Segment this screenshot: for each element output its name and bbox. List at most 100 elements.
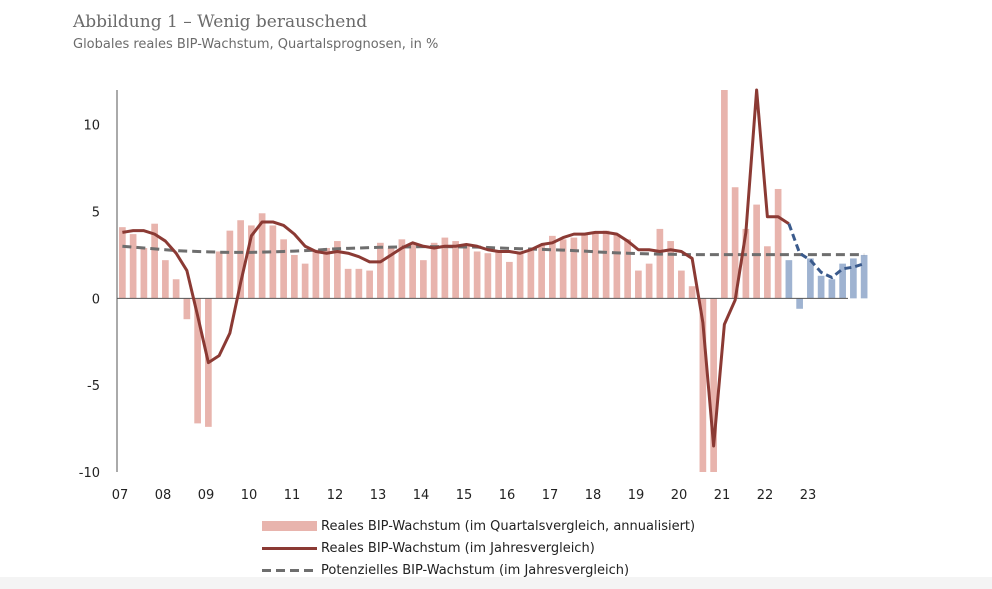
bar-quarterly-65 — [817, 275, 825, 299]
legend-item-yoy: Reales BIP-Wachstum (im Jahresvergleich) — [262, 537, 695, 559]
bar-quarterly-51 — [667, 241, 674, 299]
bar-quarterly-22 — [355, 268, 363, 299]
series-potential-growth-line — [122, 244, 865, 257]
bottom-band — [0, 577, 992, 589]
bar-quarterly-62 — [785, 260, 793, 299]
bar-quarterly-43 — [581, 234, 588, 299]
x-tick-label-18: 18 — [585, 488, 602, 503]
bar-quarterly-36 — [506, 261, 513, 299]
y-tick-label-4: -10 — [79, 466, 100, 481]
bar-quarterly-60 — [764, 246, 771, 299]
x-tick-label-21: 21 — [714, 488, 731, 503]
bar-quarterly-10 — [226, 230, 234, 299]
bar-quarterly-24 — [377, 242, 384, 299]
bar-quarterly-25 — [387, 248, 395, 299]
bar-quarterly-19 — [323, 248, 330, 299]
bar-quarterly-68 — [850, 258, 857, 299]
bar-quarterly-37 — [516, 251, 524, 299]
bar-quarterly-14 — [269, 225, 277, 299]
bar-quarterly-1 — [129, 234, 137, 299]
bar-quarterly-28 — [420, 260, 427, 299]
x-tick-label-09: 09 — [198, 488, 215, 503]
bar-quarterly-53 — [688, 286, 696, 299]
y-tick-label-1: 5 — [92, 206, 100, 221]
bar-quarterly-31 — [452, 241, 459, 299]
bar-quarterly-34 — [484, 253, 492, 299]
bar-quarterly-52 — [678, 270, 685, 299]
x-tick-label-13: 13 — [370, 488, 387, 503]
x-tick-label-22: 22 — [757, 488, 774, 503]
bar-quarterly-33 — [473, 251, 481, 299]
legend-label-yoy: Reales BIP-Wachstum (im Jahresvergleich) — [321, 540, 595, 556]
bar-quarterly-23 — [366, 270, 373, 299]
bar-quarterly-18 — [312, 249, 320, 299]
bar-quarterly-42 — [570, 237, 578, 299]
bar-quarterly-48 — [635, 270, 642, 299]
x-tick-label-10: 10 — [241, 488, 258, 503]
bar-quarterly-2 — [140, 248, 148, 299]
legend-item-potential: Potenzielles BIP-Wachstum (im Jahresverg… — [262, 559, 695, 581]
bar-quarterly-64 — [807, 258, 814, 299]
bar-quarterly-13 — [258, 213, 266, 299]
bar-quarterly-27 — [409, 242, 416, 299]
legend-bar-swatch — [262, 519, 318, 533]
x-tick-label-16: 16 — [499, 488, 516, 503]
bar-quarterly-39 — [538, 244, 545, 299]
x-tick-label-07: 07 — [112, 488, 129, 503]
bar-quarterly-7 — [194, 298, 201, 424]
bar-quarterly-59 — [753, 204, 760, 299]
bar-quarterly-15 — [280, 239, 287, 299]
x-tick-label-23: 23 — [800, 488, 817, 503]
bar-quarterly-35 — [495, 251, 502, 299]
legend-label-quarterly: Reales BIP-Wachstum (im Quartalsvergleic… — [321, 518, 696, 534]
bar-quarterly-50 — [656, 228, 664, 299]
legend-label-potential: Potenzielles BIP-Wachstum (im Jahresverg… — [321, 562, 630, 578]
x-tick-label-12: 12 — [327, 488, 344, 503]
bar-quarterly-63 — [796, 298, 803, 309]
x-tick-label-19: 19 — [628, 488, 645, 503]
bar-quarterly-49 — [645, 263, 653, 299]
bar-quarterly-0 — [119, 227, 126, 299]
bar-quarterly-41 — [559, 239, 567, 299]
bar-quarterly-55 — [710, 298, 717, 472]
x-tick-label-15: 15 — [456, 488, 473, 503]
bar-quarterly-26 — [398, 239, 406, 299]
x-tick-label-17: 17 — [542, 488, 559, 503]
series-yoy-growth-forecast-line — [787, 223, 865, 280]
chart-legend: Reales BIP-Wachstum (im Quartalsvergleic… — [262, 515, 695, 581]
bar-quarterly-32 — [463, 246, 470, 299]
bar-quarterly-45 — [602, 230, 610, 299]
x-tick-label-08: 08 — [155, 488, 172, 503]
bar-quarterly-12 — [248, 225, 255, 299]
bar-quarterly-69 — [860, 254, 868, 299]
bar-quarterly-46 — [613, 234, 621, 299]
chart-canvas: 10 5 0 -5 -10 07 08 09 10 11 12 13 14 15 16 17 18 19 20 21 2… — [79, 88, 868, 503]
bar-quarterly-5 — [172, 279, 180, 299]
bar-quarterly-29 — [430, 242, 438, 299]
bar-quarterly-16 — [291, 254, 298, 299]
bar-quarterly-21 — [344, 268, 352, 299]
bar-quarterly-20 — [334, 241, 341, 299]
series-yoy-growth-line — [122, 88, 790, 448]
y-tick-label-3: -5 — [87, 379, 100, 394]
bar-quarterly-4 — [162, 260, 169, 299]
bar-quarterly-58 — [742, 228, 750, 299]
bar-quarterly-61 — [774, 188, 782, 299]
x-tick-label-20: 20 — [671, 488, 688, 503]
bar-quarterly-56 — [721, 90, 728, 299]
bar-quarterly-17 — [301, 263, 309, 299]
bar-quarterly-6 — [183, 298, 191, 320]
bar-quarterly-57 — [731, 187, 739, 299]
bar-quarterly-3 — [151, 223, 158, 299]
y-tick-label-2: 0 — [92, 292, 100, 307]
bar-quarterly-40 — [549, 235, 556, 299]
x-tick-label-14: 14 — [413, 488, 430, 503]
bar-quarterly-54 — [699, 298, 707, 472]
x-tick-label-11: 11 — [284, 488, 301, 503]
y-tick-label-0: 10 — [83, 119, 100, 134]
bar-quarterly-9 — [215, 251, 223, 299]
legend-dash-swatch — [262, 563, 318, 577]
bar-quarterly-66 — [828, 279, 836, 299]
legend-line-swatch — [262, 541, 318, 555]
legend-item-quarterly: Reales BIP-Wachstum (im Quartalsvergleic… — [262, 515, 695, 537]
